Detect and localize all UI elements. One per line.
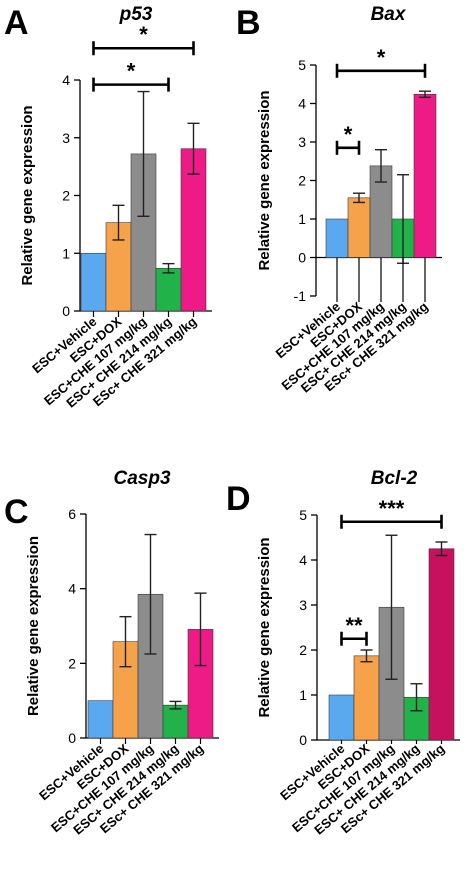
bar xyxy=(155,267,182,312)
panel-letter: D xyxy=(226,480,251,518)
y-tick-label: 1 xyxy=(299,687,307,703)
bar xyxy=(347,197,371,258)
bar xyxy=(428,548,455,741)
y-tick-label: 5 xyxy=(299,507,307,523)
y-tick-label: 0 xyxy=(68,730,76,746)
y-tick-label: 3 xyxy=(299,597,307,613)
y-axis-label: Relative gene expression xyxy=(25,536,42,716)
significance-label: * xyxy=(127,59,136,84)
significance-label: *** xyxy=(379,496,405,521)
y-tick-label: 6 xyxy=(68,506,76,522)
y-tick-label: 0 xyxy=(62,303,70,319)
y-tick-label: 2 xyxy=(62,188,70,204)
y-tick-label: 4 xyxy=(299,552,307,568)
panel-letter: A xyxy=(4,4,29,42)
bar xyxy=(328,694,355,741)
panel-title: Bcl-2 xyxy=(371,468,418,489)
panel-title: Casp3 xyxy=(113,468,170,489)
significance-label: * xyxy=(344,122,353,147)
y-tick-label: 4 xyxy=(62,72,70,88)
bar xyxy=(353,655,380,741)
y-tick-label: 2 xyxy=(299,642,307,658)
y-tick-label: 3 xyxy=(62,130,70,146)
y-tick-label: 2 xyxy=(68,655,76,671)
y-tick-label: -1 xyxy=(294,288,307,304)
significance-label: * xyxy=(139,22,148,47)
bar xyxy=(87,700,114,739)
y-tick-label: 3 xyxy=(298,134,306,150)
panel-title: p53 xyxy=(119,4,153,25)
bar xyxy=(413,93,437,258)
y-tick-label: 5 xyxy=(298,57,306,73)
bar xyxy=(162,704,189,739)
panel-letter: C xyxy=(4,493,29,531)
significance-label: * xyxy=(377,45,386,70)
bar xyxy=(180,148,207,312)
bar xyxy=(80,252,107,312)
panel-title: Bax xyxy=(371,4,407,25)
y-tick-label: 0 xyxy=(299,732,307,748)
y-axis-label: Relative gene expression xyxy=(256,90,273,270)
y-tick-label: 1 xyxy=(298,211,306,227)
y-tick-label: 4 xyxy=(68,581,76,597)
bar xyxy=(325,218,349,258)
panel-letter: B xyxy=(236,4,261,42)
y-tick-label: 4 xyxy=(298,96,306,112)
y-tick-label: 2 xyxy=(298,173,306,189)
y-axis-label: Relative gene expression xyxy=(256,537,273,717)
y-tick-label: 0 xyxy=(298,250,306,266)
y-tick-label: 1 xyxy=(62,245,70,261)
significance-label: ** xyxy=(345,613,363,638)
y-axis-label: Relative gene expression xyxy=(19,105,36,285)
